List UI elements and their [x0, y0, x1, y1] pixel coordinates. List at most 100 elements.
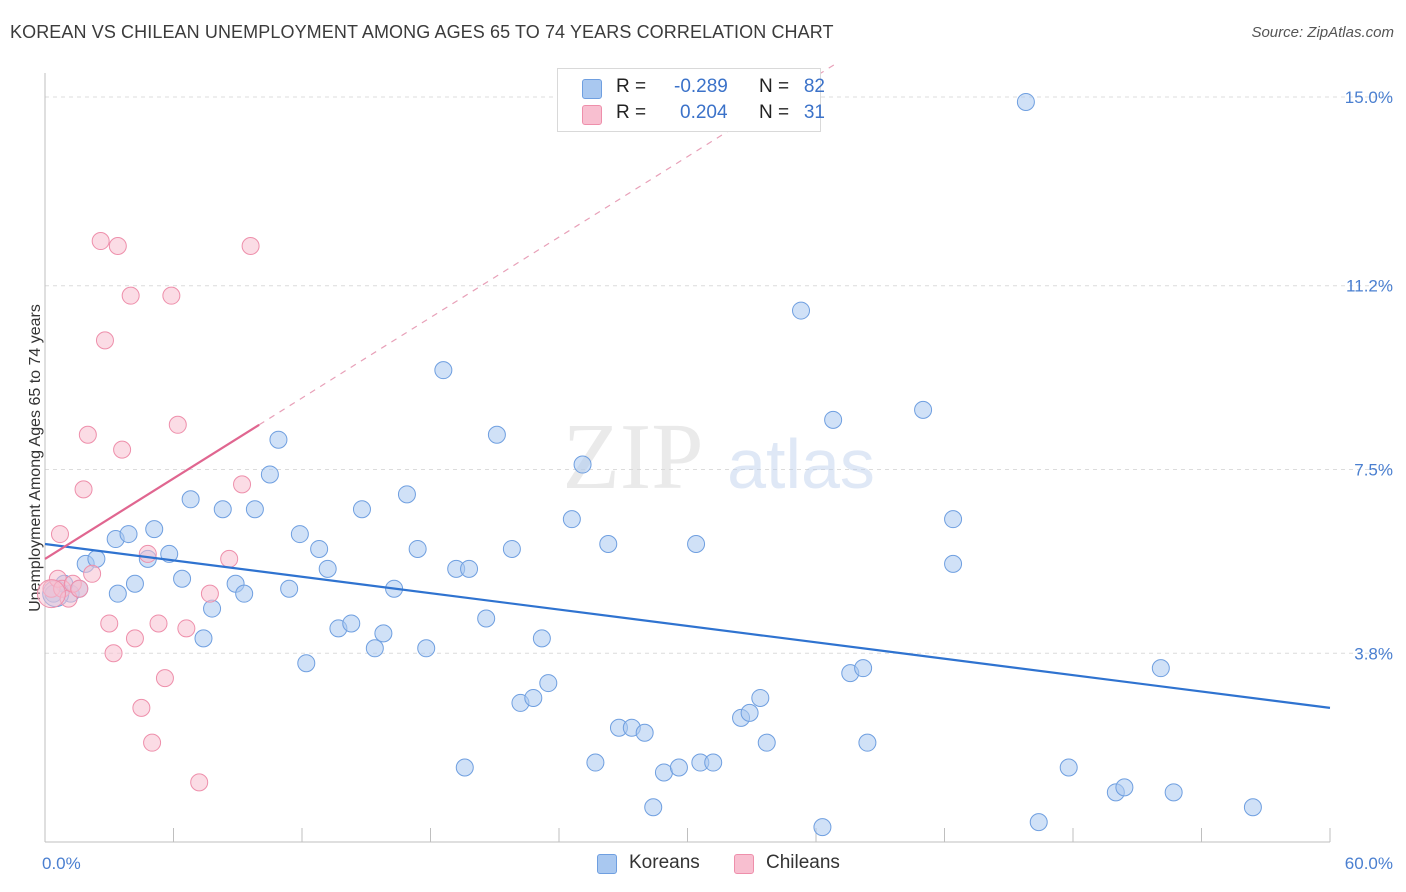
korean-point: [687, 535, 706, 553]
korean-point: [813, 818, 832, 837]
chilean-point: [113, 440, 132, 459]
chilean-point: [36, 579, 66, 609]
korean-point: [125, 574, 144, 593]
legend-r-value: -0.289: [674, 76, 728, 97]
legend-n-label: N =: [759, 76, 790, 97]
korean-point: [654, 763, 673, 782]
legend-r-label: R =: [616, 102, 647, 123]
korean-point: [1151, 659, 1170, 678]
korean-point: [173, 569, 192, 588]
korean-point: [365, 639, 384, 658]
chilean-point: [121, 286, 140, 305]
koreans-label: Koreans: [629, 852, 700, 873]
korean-point: [1016, 92, 1035, 111]
chilean-point: [70, 579, 89, 598]
korean-point: [1243, 798, 1262, 817]
legend-r-label: R =: [616, 76, 647, 97]
korean-point: [408, 539, 427, 558]
korean-point: [944, 510, 963, 529]
y-tick-label: 7.5%: [1354, 461, 1393, 480]
y-tick-label: 15.0%: [1345, 88, 1393, 107]
chilean-point: [104, 644, 123, 663]
tick-labels: 3.8% 7.5% 11.2% 15.0% 0.0% 60.0%: [42, 88, 1393, 873]
chilean-point: [190, 773, 209, 792]
korean-point: [477, 609, 496, 628]
legend-n-value: 82: [803, 76, 825, 97]
koreans-swatch: [597, 854, 617, 874]
korean-point: [1115, 778, 1134, 797]
korean-point: [539, 674, 558, 693]
chileans-trend-line: [44, 423, 260, 560]
korean-point: [374, 624, 393, 643]
chart-source: Source: ZipAtlas.com: [1251, 24, 1394, 41]
korean-point: [213, 500, 232, 519]
korean-point: [854, 659, 873, 678]
korean-point: [573, 455, 592, 474]
korean-point: [751, 688, 770, 707]
chilean-point: [177, 619, 196, 638]
axes: [44, 73, 1331, 843]
chilean-point: [95, 331, 114, 350]
korean-point: [824, 410, 843, 429]
korean-point: [757, 733, 776, 752]
legend-swatch-koreans: [582, 79, 602, 99]
korean-point: [487, 425, 506, 444]
korean-point: [269, 430, 288, 449]
korean-point: [532, 629, 551, 648]
korean-point: [704, 753, 723, 772]
korean-point: [280, 579, 299, 598]
korean-point: [290, 525, 309, 544]
korean-point: [145, 520, 164, 539]
korean-point: [792, 301, 811, 320]
chilean-point: [168, 415, 187, 434]
chilean-point: [155, 669, 174, 688]
x-tick-label: 0.0%: [42, 854, 81, 873]
korean-point: [310, 539, 329, 558]
korean-point: [599, 535, 618, 553]
korean-point: [397, 485, 416, 504]
chileans-swatch: [734, 854, 754, 874]
korean-point: [644, 798, 663, 817]
korean-point: [235, 584, 254, 603]
watermark-atlas: atlas: [727, 425, 875, 503]
korean-point: [417, 639, 436, 658]
chilean-point: [83, 564, 102, 583]
chilean-point: [132, 698, 151, 717]
korean-point: [524, 688, 543, 707]
korean-point: [944, 554, 963, 573]
korean-point: [260, 465, 279, 484]
korean-point: [635, 723, 654, 742]
x-tick-label: 60.0%: [1345, 854, 1393, 873]
chilean-point: [241, 237, 260, 255]
korean-point: [181, 490, 200, 509]
koreans-trend-line: [44, 542, 1331, 709]
korean-point: [460, 559, 479, 578]
korean-point: [1059, 758, 1078, 777]
korean-point: [160, 544, 179, 563]
chart-title: KOREAN VS CHILEAN UNEMPLOYMENT AMONG AGE…: [10, 22, 834, 42]
y-tick-label: 11.2%: [1346, 277, 1393, 296]
chilean-point: [143, 733, 162, 752]
chilean-point: [162, 286, 181, 305]
korean-point: [1029, 813, 1048, 832]
chilean-point: [149, 614, 168, 633]
chilean-point: [200, 584, 219, 603]
korean-point: [352, 500, 371, 519]
korean-point: [434, 361, 453, 380]
chilean-point: [108, 237, 127, 255]
chilean-point: [78, 425, 97, 444]
korean-point: [203, 599, 222, 618]
chilean-point: [100, 614, 119, 633]
chilean-point: [91, 232, 110, 251]
korean-point: [297, 654, 316, 673]
chilean-point: [220, 549, 239, 568]
chilean-point: [74, 480, 93, 499]
korean-point: [562, 510, 581, 529]
korean-point: [502, 539, 521, 558]
y-tick-label: 3.8%: [1354, 644, 1393, 663]
korean-point: [87, 549, 106, 568]
korean-point: [1164, 783, 1183, 802]
legend-n-label: N =: [759, 102, 790, 123]
korean-point: [194, 629, 213, 648]
